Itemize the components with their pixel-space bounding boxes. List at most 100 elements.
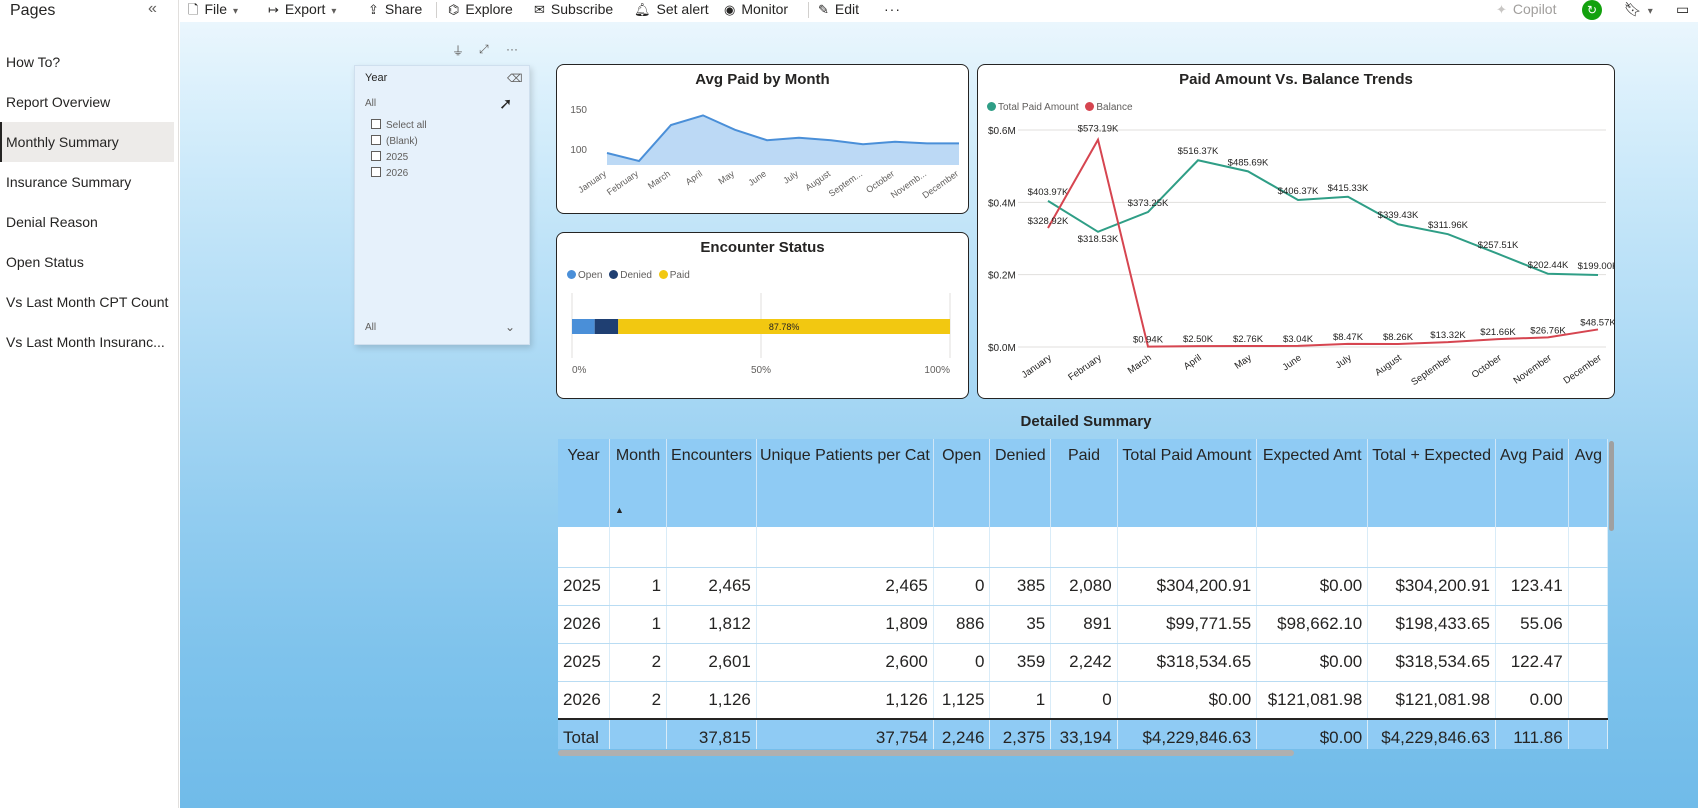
copilot-icon: ✦ [1496, 2, 1507, 17]
page-item-vs-last-month-insurance[interactable]: Vs Last Month Insuranc... [6, 334, 165, 350]
data-label: $485.69K [1228, 157, 1269, 168]
explore-button[interactable]: ⌬ Explore [448, 0, 513, 20]
share-button[interactable]: ⇪ Share [368, 0, 422, 20]
pages-pane: Pages « How To? Report Overview Monthly … [0, 0, 179, 808]
column-header-denied[interactable]: Denied [989, 439, 1052, 527]
table-cell: $318,534.65 [1367, 643, 1496, 682]
page-item-denial-reason[interactable]: Denial Reason [6, 214, 98, 230]
column-header-paid[interactable]: Paid [1050, 439, 1118, 527]
vertical-scrollbar[interactable] [1609, 441, 1614, 531]
slicer-option[interactable]: 2026 [371, 167, 408, 179]
table-cell: $318,534.65 [1117, 643, 1258, 682]
table-cell [1256, 527, 1369, 568]
table-cell: 33,194 [1050, 718, 1118, 749]
column-header-month[interactable]: Month ▲ [609, 439, 668, 527]
legend-item-total-paid[interactable]: Total Paid Amount [987, 102, 1079, 113]
slicer-option[interactable]: (Blank) [371, 135, 418, 147]
x-tick-label: January [576, 168, 608, 195]
table-cell: 2,601 [666, 643, 757, 682]
table-cell: $0.00 [1256, 567, 1369, 606]
chevron-down-icon: ▾ [331, 6, 337, 17]
page-item-how-to[interactable]: How To? [6, 54, 61, 70]
checkbox[interactable] [371, 151, 381, 161]
table-cell: $98,662.10 [1256, 605, 1369, 644]
table-cell: $99,771.55 [1117, 605, 1258, 644]
data-label: $403.97K [1028, 187, 1069, 198]
chevron-down-icon: ▾ [1647, 6, 1653, 17]
refresh-button[interactable]: ↻ [1582, 0, 1602, 20]
trend-title: Paid Amount Vs. Balance Trends [1179, 71, 1413, 88]
column-header-total-expected[interactable]: Total + Expected [1367, 439, 1496, 527]
monitor-button[interactable]: ◉ Monitor [724, 0, 788, 20]
horizontal-scrollbar[interactable] [558, 750, 1294, 756]
subscribe-button[interactable]: ✉ Subscribe [534, 0, 613, 20]
page-item-vs-last-month-cpt[interactable]: Vs Last Month CPT Count [6, 294, 169, 310]
slicer-option[interactable]: Select all [371, 119, 427, 131]
x-tick-label: June [746, 168, 768, 187]
collapse-pane-icon[interactable]: « [148, 0, 157, 17]
set-alert-button[interactable]: 🔔︎ Set alert [634, 0, 709, 20]
table-row[interactable]: 2025 1 2,465 2,465 0 385 2,080 $304,200.91 $0.00… [558, 567, 1608, 606]
checkbox[interactable] [371, 135, 381, 145]
avg-paid-card: Avg Paid by Month 150 100 January February M… [556, 64, 969, 214]
column-header-year[interactable]: Year [558, 439, 610, 527]
legend-item-open[interactable]: Open [567, 270, 602, 281]
column-header-open[interactable]: Open [933, 439, 991, 527]
table-cell: 1 [609, 605, 668, 644]
column-header-avg[interactable]: Avg [1568, 439, 1608, 527]
slicer-option[interactable]: 2025 [371, 151, 408, 163]
page-item-open-status[interactable]: Open Status [6, 254, 84, 270]
checkbox[interactable] [371, 119, 381, 129]
more-options-button[interactable]: ··· [884, 1, 901, 17]
table-row[interactable]: 2026 2 1,126 1,126 1,125 1 0 $0.00 $121,081.98 $1… [558, 681, 1608, 720]
legend-dot [987, 102, 996, 111]
focus-mode-icon[interactable]: ⤢ [479, 42, 489, 56]
file-menu[interactable]: 🗋 File ▾ [188, 0, 238, 20]
slicer-dropdown-value[interactable]: All [365, 322, 377, 333]
table-cell: $4,229,846.63 [1117, 718, 1258, 749]
column-header-total-paid-amount[interactable]: Total Paid Amount [1117, 439, 1258, 527]
eraser-icon[interactable]: ⌫ [507, 73, 523, 85]
table-cell: 0 [1050, 681, 1118, 720]
column-header-avg-paid[interactable]: Avg Paid [1495, 439, 1569, 527]
more-options-icon[interactable]: ··· [506, 42, 518, 56]
copilot-button[interactable]: ✦ Copilot [1496, 0, 1557, 20]
table-cell [609, 527, 668, 568]
legend-item-balance[interactable]: Balance [1085, 102, 1133, 113]
page-item-monthly-summary[interactable]: Monthly Summary [0, 122, 174, 162]
table-cell: 1,126 [756, 681, 934, 720]
bookmark-button[interactable]: 🔖︎ ▾ [1624, 0, 1653, 20]
export-menu[interactable]: ↦ Export ▾ [268, 0, 336, 20]
column-header-expected-amt[interactable]: Expected Amt [1256, 439, 1369, 527]
detailed-summary-table: Year Month ▲ Encounters Unique Patients p… [558, 439, 1608, 749]
page-item-report-overview[interactable]: Report Overview [6, 94, 111, 110]
detailed-summary-title: Detailed Summary [1020, 413, 1152, 430]
column-header-encounters[interactable]: Encounters [666, 439, 757, 527]
data-label: $516.37K [1178, 146, 1219, 157]
slicer-option-label: Select all [386, 120, 427, 131]
column-header-unique-patients[interactable]: Unique Patients per Cat [756, 439, 934, 527]
table-cell: 2,242 [1050, 643, 1118, 682]
filter-icon[interactable]: ⏚ [452, 44, 465, 58]
checkbox[interactable] [371, 167, 381, 177]
chevron-down-icon[interactable]: ⌄ [505, 320, 516, 334]
copilot-label: Copilot [1512, 1, 1557, 17]
data-label: 87.78% [769, 322, 800, 332]
y-tick-label: 100 [570, 145, 587, 156]
slicer-title: Year [365, 72, 388, 84]
page-item-insurance-summary[interactable]: Insurance Summary [6, 174, 132, 190]
table-cell: 123.41 [1495, 567, 1569, 606]
legend-item-denied[interactable]: Denied [609, 270, 652, 281]
data-label: $339.43K [1378, 210, 1419, 221]
bar-segment-denied [594, 319, 619, 334]
table-row[interactable]: 2025 2 2,601 2,600 0 359 2,242 $318,534.65 $0.00… [558, 643, 1608, 682]
legend-item-paid[interactable]: Paid [658, 270, 690, 281]
table-cell: $0.00 [1117, 681, 1258, 720]
edit-button[interactable]: ✎ Edit [818, 0, 859, 20]
view-mode-button[interactable]: ▭ [1676, 0, 1689, 20]
table-row[interactable]: 2026 1 1,812 1,809 886 35 891 $99,771.55 $98,662… [558, 605, 1608, 644]
export-label: Export [284, 1, 326, 17]
column-header-label: Month [615, 447, 661, 464]
mouse-cursor-icon: ➚ [499, 96, 513, 113]
